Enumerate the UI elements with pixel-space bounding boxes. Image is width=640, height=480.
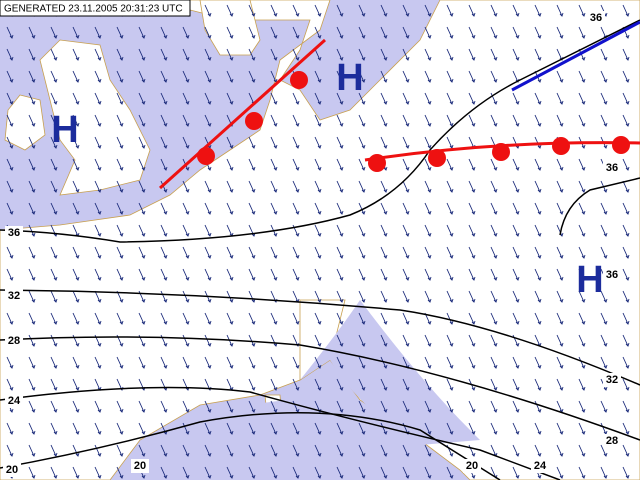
warm-front [158,38,640,190]
contour-label: 20 [466,460,478,472]
contour-label: 28 [606,435,618,447]
isoline-36-east [559,177,640,236]
cold-front [511,20,640,92]
high-pressure: H [576,259,603,301]
label-bg [587,11,605,25]
label-bg [531,459,549,473]
front-symbol [428,149,446,167]
label-bg [5,394,23,408]
front-symbol [197,147,215,165]
label-bg [463,459,481,473]
isoline-36 [0,19,640,243]
label-bg [603,434,621,448]
generated-stamp: GENERATED 23.11.2005 20:31:23 UTC [4,4,183,15]
contour-label: 36 [590,12,602,24]
high-pressure: H [336,57,363,99]
high-pressure: H [51,109,78,151]
contour-label: 36 [606,162,618,174]
label-bg [5,334,23,348]
isoline-24 [0,386,561,480]
front-symbol [290,71,308,89]
label-bg [131,459,149,473]
contour-label: 36 [606,269,618,281]
contour-label: 20 [134,460,146,472]
isobars [0,19,640,480]
front-line [158,38,327,190]
isoline-20 [0,411,501,480]
isoline-28 [0,336,640,441]
contour-label: 24 [8,395,21,407]
front-symbol [368,154,386,172]
contour-label: 36 [8,227,20,239]
contour-label: 28 [8,335,20,347]
label-bg [603,373,621,387]
label-bg [5,226,23,240]
contour-label: 32 [8,290,20,302]
header-box [0,0,191,17]
front-symbol [612,136,630,154]
contour-label: 32 [606,374,618,386]
front-symbol [552,137,570,155]
label-bg [603,161,621,175]
label-bg [5,289,23,303]
label-bg [3,463,21,477]
contour-label: 20 [6,464,18,476]
front-symbol [245,112,263,130]
front-symbol [492,143,510,161]
isoline-32 [0,289,640,386]
label-bg [603,268,621,282]
contour-label: 24 [534,460,547,472]
